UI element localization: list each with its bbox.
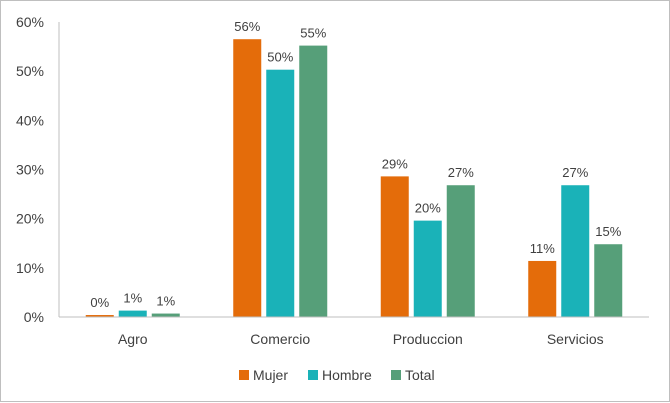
data-label: 20% (415, 201, 441, 216)
data-label: 55% (300, 26, 326, 41)
bars (85, 39, 623, 317)
legend: Mujer Hombre Total (239, 367, 435, 383)
bar-mujer-produccion (380, 176, 409, 317)
bar-hombre-servicios (561, 185, 590, 317)
x-tick-label: Comercio (250, 331, 310, 347)
bar-total-comercio (299, 45, 328, 317)
y-tick-label: 50% (16, 63, 44, 79)
data-label: 11% (530, 241, 555, 256)
bar-hombre-produccion (413, 220, 442, 317)
y-tick-label: 60% (16, 14, 44, 30)
bar-mujer-comercio (233, 39, 262, 317)
bar-total-servicios (594, 244, 623, 317)
legend-swatch-mujer (239, 370, 249, 380)
bar-hombre-comercio (266, 69, 295, 317)
x-axis-labels: Agro Comercio Produccion Servicios (118, 331, 604, 347)
y-axis-ticks: 0% 10% 20% 30% 40% 50% 60% (16, 14, 44, 325)
bar-total-produccion (446, 185, 475, 317)
data-label: 56% (234, 19, 260, 34)
data-label: 27% (562, 165, 588, 180)
bar-total-agro (151, 313, 180, 317)
y-tick-label: 40% (16, 112, 44, 128)
data-label: 15% (595, 224, 621, 239)
y-tick-label: 0% (24, 309, 44, 325)
data-label: 50% (267, 50, 293, 65)
data-labels: 0% 1% 1% 56% 50% 55% 29% 20% 27% 11% 27% 15% (90, 19, 621, 310)
y-tick-label: 30% (16, 162, 44, 178)
data-label: 27% (448, 165, 474, 180)
y-tick-label: 20% (16, 211, 44, 227)
legend-swatch-total (391, 370, 401, 380)
data-label: 0% (90, 295, 109, 310)
x-tick-label: Agro (118, 331, 148, 347)
x-tick-label: Servicios (547, 331, 604, 347)
data-label: 29% (382, 156, 408, 171)
y-tick-label: 10% (16, 260, 44, 276)
legend-label-mujer: Mujer (253, 367, 288, 383)
bar-mujer-servicios (528, 260, 557, 317)
data-label: 1% (156, 294, 175, 309)
bar-mujer-agro (85, 315, 114, 317)
x-tick-label: Produccion (393, 331, 463, 347)
data-label: 1% (123, 291, 142, 306)
bar-hombre-agro (118, 310, 147, 317)
legend-label-hombre: Hombre (322, 367, 372, 383)
legend-label-total: Total (405, 367, 435, 383)
legend-swatch-hombre (308, 370, 318, 380)
